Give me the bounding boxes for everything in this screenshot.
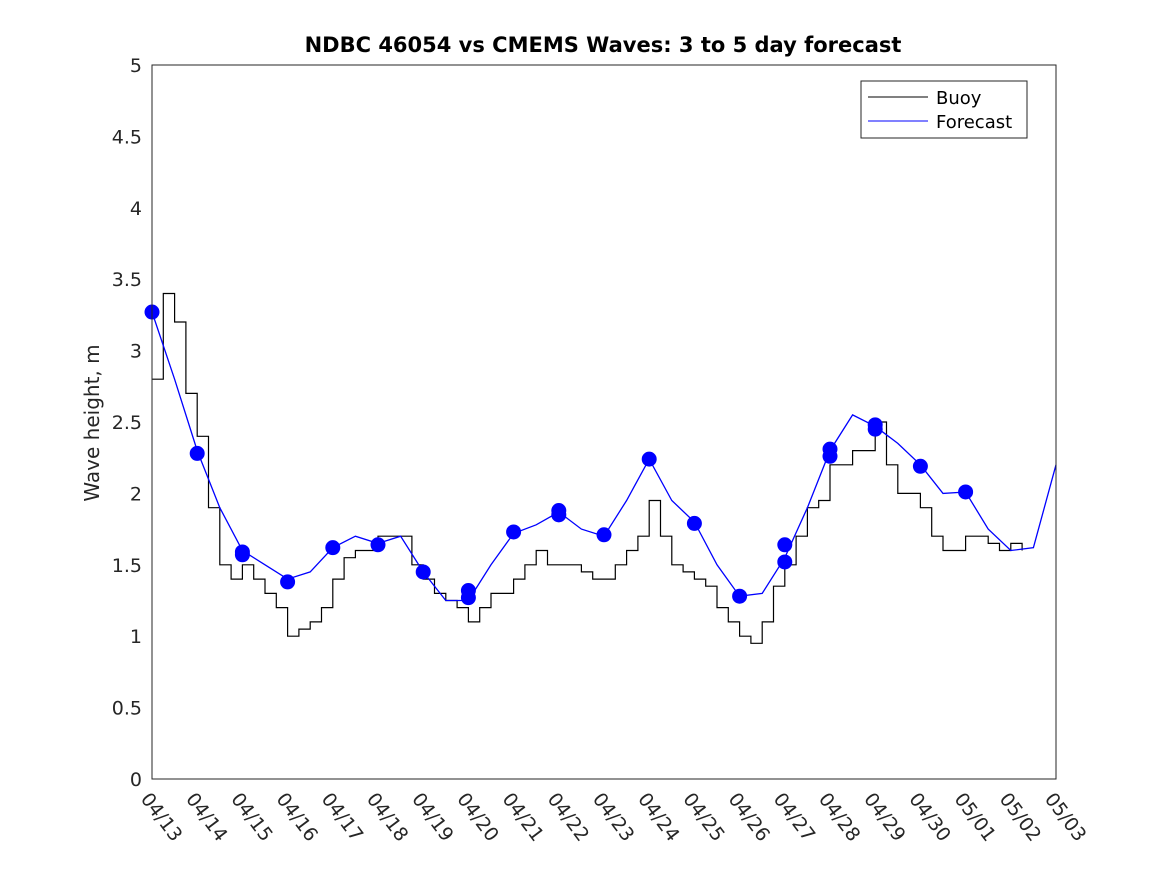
forecast-marker <box>912 458 928 474</box>
forecast-marker <box>777 537 793 553</box>
forecast-marker <box>822 448 838 464</box>
forecast-marker <box>189 445 205 461</box>
forecast-marker <box>686 515 702 531</box>
legend-forecast-label: Forecast <box>936 112 1012 133</box>
forecast-marker <box>867 421 883 437</box>
forecast-marker <box>551 507 567 523</box>
y-tick-label: 2 <box>130 483 142 505</box>
forecast-marker <box>415 564 431 580</box>
y-axis-label: Wave height, m <box>80 344 104 501</box>
y-tick-label: 4 <box>130 198 142 220</box>
y-tick-label: 5 <box>130 55 142 77</box>
y-tick-label: 2.5 <box>112 412 142 434</box>
forecast-marker <box>777 554 793 570</box>
y-tick-label: 0.5 <box>112 698 142 720</box>
legend-box <box>860 80 1028 139</box>
y-tick-label: 1.5 <box>112 555 142 577</box>
forecast-marker <box>958 484 974 500</box>
forecast-marker <box>460 590 476 606</box>
plot-frame <box>151 64 1057 780</box>
y-tick-label: 3 <box>130 341 142 363</box>
legend: Buoy Forecast <box>860 80 1028 139</box>
forecast-marker <box>280 574 296 590</box>
legend-buoy-label: Buoy <box>936 88 982 109</box>
forecast-marker <box>370 537 386 553</box>
plot-area <box>144 64 1057 780</box>
forecast-marker <box>641 451 657 467</box>
chart-title: NDBC 46054 vs CMEMS Waves: 3 to 5 day fo… <box>305 33 902 57</box>
forecast-marker <box>506 524 522 540</box>
marker-layer <box>144 304 974 606</box>
y-tick-label: 4.5 <box>112 126 142 148</box>
buoy-series-line <box>152 292 1023 644</box>
plot-background <box>152 65 1056 779</box>
forecast-marker <box>596 527 612 543</box>
forecast-marker <box>234 547 250 563</box>
y-tick-label: 0 <box>130 769 142 791</box>
forecast-marker <box>325 540 341 556</box>
y-tick-label: 3.5 <box>112 269 142 291</box>
y-tick-label: 1 <box>130 626 142 648</box>
forecast-marker <box>732 588 748 604</box>
